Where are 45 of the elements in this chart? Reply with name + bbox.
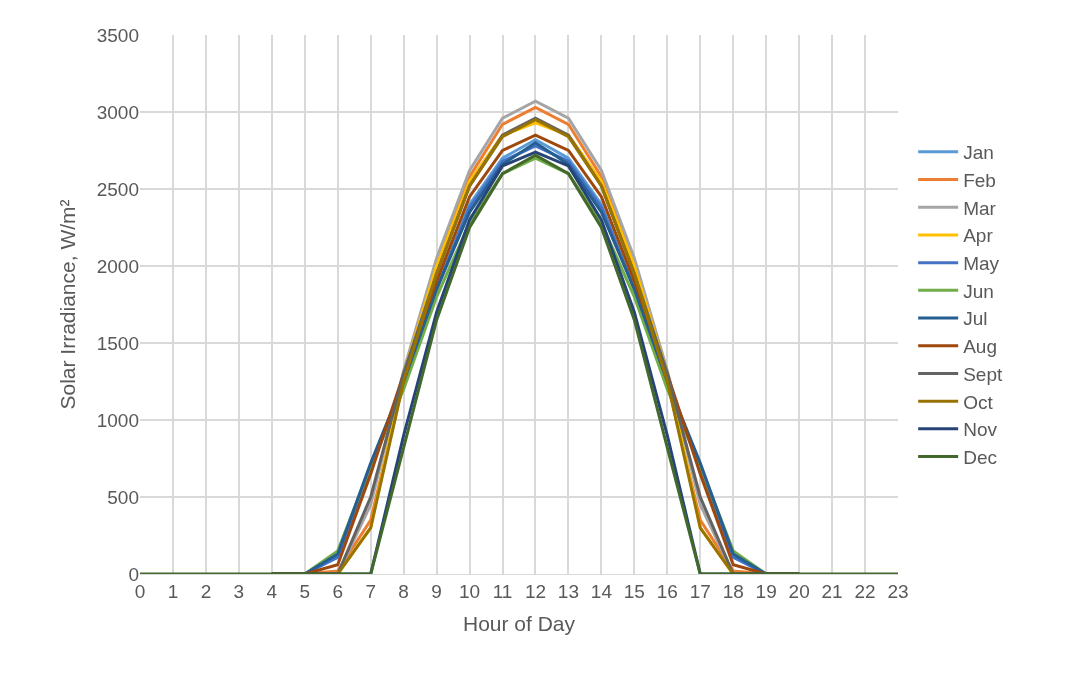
x-tick-label: 10 [459,580,481,602]
x-tick-label: 3 [233,580,245,602]
x-tick-label: 18 [722,580,744,602]
legend-label: Apr [963,225,994,247]
legend-label: May [963,253,1000,275]
x-tick-label: 4 [266,580,278,602]
legend-label: Dec [963,446,997,468]
legend-label: Jan [963,142,994,164]
x-axis-title: Hour of Day [462,612,576,635]
x-tick-label: 20 [788,580,810,602]
y-tick-label: 1000 [96,409,139,431]
y-tick-label: 1500 [96,332,139,354]
legend-label: Jul [963,308,988,330]
legend-label: Feb [963,169,996,191]
y-tick-label: 0 [128,563,139,585]
x-tick-label: 11 [492,580,513,602]
legend-label: Mar [963,197,997,219]
x-tick-label: 21 [821,580,843,602]
x-tick-label: 1 [167,580,179,602]
x-tick-label: 5 [299,580,311,602]
x-tick-label: 23 [887,580,909,602]
x-tick-label: 9 [431,580,442,602]
y-axis-title: Solar Irradiance, W/m² [55,199,79,410]
legend-label: Sept [963,363,1003,385]
y-tick-label: 3500 [96,24,139,46]
legend-label: Nov [963,419,998,441]
y-tick-label: 2000 [96,255,139,277]
x-tick-label: 12 [524,580,547,602]
y-tick-label: 2500 [96,178,139,200]
y-tick-label: 3000 [96,101,139,123]
x-tick-label: 17 [689,580,711,602]
legend-label: Jun [963,280,994,302]
x-tick-label: 14 [590,580,613,602]
x-tick-label: 15 [623,580,645,602]
x-tick-label: 16 [656,580,678,602]
y-tick-label: 500 [107,486,139,508]
x-tick-label: 7 [365,580,376,602]
x-tick-label: 2 [200,580,212,602]
x-tick-label: 13 [557,580,579,602]
legend-label: Oct [963,391,994,413]
x-tick-label: 22 [854,580,876,602]
legend-label: Aug [963,336,997,358]
x-tick-label: 19 [755,580,777,602]
x-tick-label: 6 [332,580,344,602]
x-tick-label: 8 [398,580,409,602]
